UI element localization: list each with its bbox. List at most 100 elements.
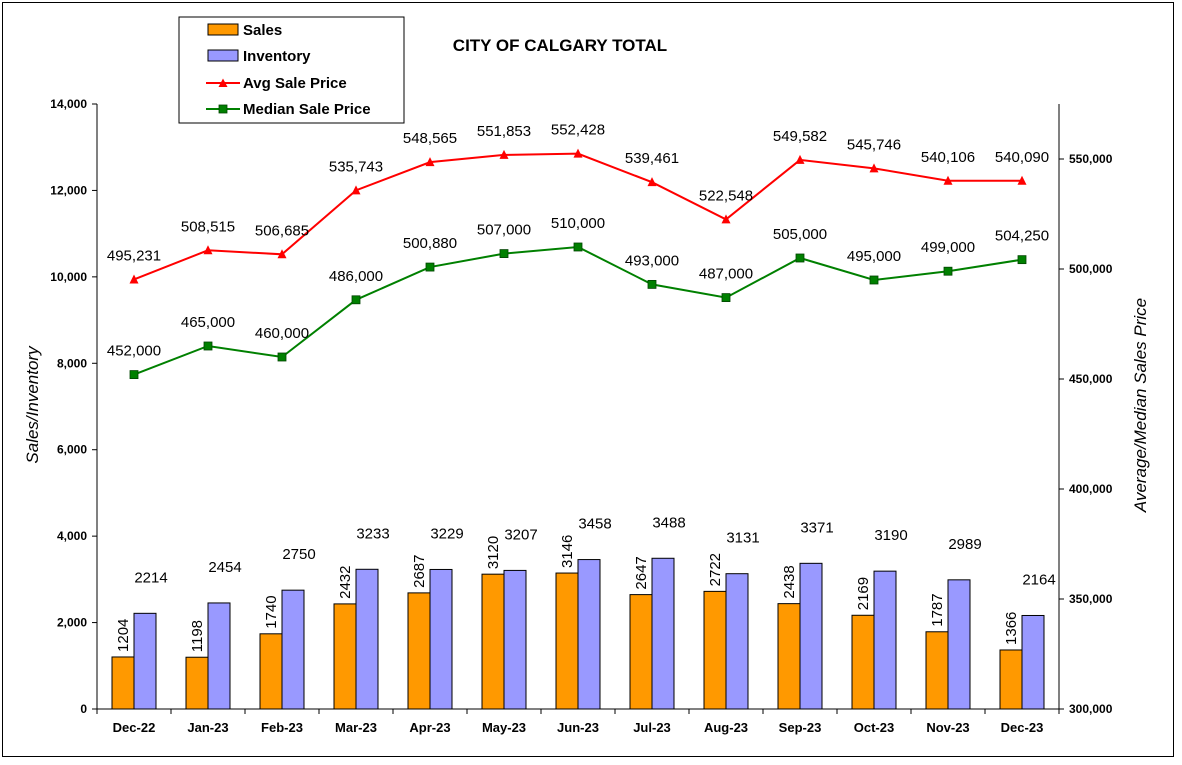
- sales-data-label: 1740: [263, 595, 280, 628]
- y-right-tick-label: 500,000: [1069, 262, 1113, 276]
- data-labels: 1204 2214 1198 2454 1740 2750 2432 3233 26873229…: [107, 122, 1056, 653]
- x-tick-label: Jul-23: [633, 720, 671, 735]
- inventory-bar: [725, 573, 749, 710]
- sales-data-label: 2432: [337, 566, 354, 599]
- avg-price-data-label: 539,461: [625, 150, 679, 167]
- x-tick-label: Sep-23: [779, 720, 822, 735]
- inventory-data-label: 3229: [430, 525, 463, 542]
- sales-data-label: 1198: [189, 620, 206, 652]
- inventory-data-label: 3488: [652, 514, 685, 531]
- median-price-marker: [647, 279, 657, 289]
- legend-swatch-inventory: [207, 49, 239, 62]
- avg-price-marker: [721, 214, 731, 224]
- sales-bar: [333, 603, 357, 710]
- inventory-bar: [281, 589, 305, 710]
- y-right-tick-label: 400,000: [1069, 482, 1113, 496]
- inventory-data-label: 3458: [578, 516, 611, 533]
- median-price-data-label: 486,000: [329, 268, 383, 285]
- x-tick-label: Jun-23: [557, 720, 599, 735]
- avg-price-marker: [499, 149, 509, 159]
- inventory-data-label: 3207: [504, 526, 537, 543]
- avg-price-marker: [203, 245, 213, 255]
- bar-series: [111, 557, 1045, 710]
- median-price-data-label: 507,000: [477, 222, 531, 239]
- sales-data-label: 3120: [485, 536, 502, 569]
- y-right-tick-label: 300,000: [1069, 702, 1113, 716]
- y-left-tick-label: 10,000: [50, 270, 87, 284]
- median-price-marker: [795, 253, 805, 263]
- sales-data-label: 1787: [929, 593, 946, 626]
- avg-price-marker: [425, 157, 435, 167]
- y-axis-label-left: Sales/Inventory: [23, 345, 42, 464]
- median-price-data-label: 499,000: [921, 239, 975, 256]
- avg-price-data-label: 540,106: [921, 149, 975, 166]
- median-price-data-label: 460,000: [255, 325, 309, 342]
- inventory-data-label: 3371: [800, 519, 833, 536]
- avg-price-marker: [1017, 175, 1027, 185]
- sales-data-label: 2722: [707, 553, 724, 586]
- sales-bar: [481, 573, 505, 710]
- avg-price-marker: [573, 148, 583, 158]
- x-tick-label: Apr-23: [409, 720, 450, 735]
- avg-price-marker: [351, 185, 361, 195]
- sales-bar: [851, 614, 875, 710]
- legend-marker-median: [218, 104, 228, 114]
- sales-bar: [259, 633, 283, 710]
- y-left-tick-label: 14,000: [50, 97, 87, 111]
- median-price-marker: [1017, 255, 1027, 265]
- inventory-bar: [799, 562, 823, 710]
- avg-price-data-label: 522,548: [699, 187, 753, 204]
- median-price-line: [133, 245, 1023, 376]
- legend-swatch-sales: [207, 23, 239, 36]
- sales-bar: [777, 603, 801, 710]
- sales-data-label: 2169: [855, 577, 872, 610]
- avg-price-data-label: 545,746: [847, 136, 901, 153]
- y-left-tick-label: 6,000: [57, 443, 87, 457]
- avg-price-marker: [943, 175, 953, 185]
- sales-bar: [555, 572, 579, 710]
- x-tick-label: Dec-23: [1001, 720, 1044, 735]
- legend-label-sales: Sales: [243, 22, 282, 39]
- sales-bar: [629, 594, 653, 710]
- sales-bar: [407, 592, 431, 710]
- inventory-bar: [133, 612, 157, 710]
- y-right-tick-label: 550,000: [1069, 152, 1113, 166]
- sales-bar: [111, 656, 135, 710]
- sales-bar: [925, 631, 949, 710]
- legend-label-inventory: Inventory: [243, 48, 311, 65]
- median-price-marker: [869, 275, 879, 285]
- y-left-tick-label: 8,000: [57, 356, 87, 370]
- chart-title: CITY OF CALGARY TOTAL: [453, 36, 667, 55]
- line-series: [129, 148, 1027, 380]
- y-axis-label-right: Average/Median Sales Price: [1131, 298, 1150, 513]
- x-tick-label: Oct-23: [854, 720, 894, 735]
- inventory-data-label: 3190: [874, 527, 907, 544]
- y-left-tick-label: 4,000: [57, 529, 87, 543]
- sales-data-label: 1366: [1003, 612, 1020, 645]
- inventory-bar: [503, 569, 527, 710]
- inventory-bar: [577, 559, 601, 710]
- avg-price-data-label: 506,685: [255, 222, 309, 239]
- median-price-marker: [573, 242, 583, 252]
- median-price-marker: [943, 266, 953, 276]
- y-left-tick-label: 2,000: [57, 616, 87, 630]
- avg-price-marker: [795, 154, 805, 164]
- median-price-data-label: 510,000: [551, 215, 605, 232]
- avg-price-marker: [129, 274, 139, 284]
- y-left-tick-label: 0: [80, 702, 87, 716]
- y-left-tick-label: 12,000: [50, 183, 87, 197]
- inventory-data-label: 2989: [948, 536, 981, 553]
- sales-bar: [703, 590, 727, 710]
- x-tick-label: May-23: [482, 720, 526, 735]
- median-price-data-label: 493,000: [625, 252, 679, 269]
- sales-bar: [185, 656, 209, 710]
- median-price-marker: [499, 249, 509, 259]
- avg-price-data-label: 552,428: [551, 122, 605, 139]
- avg-price-data-label: 551,853: [477, 123, 531, 140]
- inventory-bar: [947, 579, 971, 710]
- inventory-data-label: 2214: [134, 569, 167, 586]
- y-right-tick-label: 450,000: [1069, 372, 1113, 386]
- median-price-marker: [425, 262, 435, 272]
- inventory-bar: [355, 568, 379, 710]
- inventory-bar: [651, 557, 675, 710]
